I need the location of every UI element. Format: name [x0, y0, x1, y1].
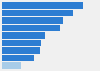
Bar: [2, 32, 45, 39]
Bar: [2, 62, 21, 69]
Bar: [2, 25, 60, 31]
Bar: [2, 47, 40, 54]
Bar: [2, 55, 34, 61]
Bar: [2, 10, 74, 16]
Bar: [2, 40, 41, 46]
Bar: [2, 17, 63, 24]
Bar: [2, 2, 83, 9]
